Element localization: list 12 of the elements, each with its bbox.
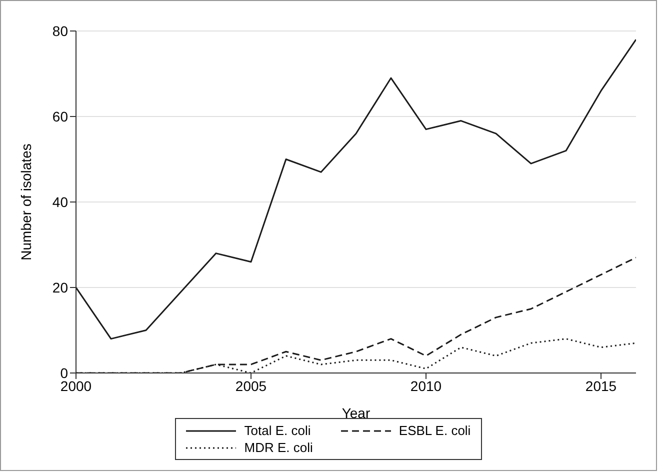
y-tick-label: 60 [52,108,68,124]
x-tick-label: 2005 [235,378,267,394]
legend-label: MDR E. coli [244,440,313,455]
legend-label: ESBL E. coli [398,423,471,438]
y-axis-title: Number of isolates [18,144,34,260]
y-tick-label: 20 [52,279,68,296]
x-tick-label: 2015 [585,378,617,394]
x-tick-label: 2010 [410,378,442,394]
y-tick-label: 40 [52,194,68,210]
y-tick-label: 80 [52,22,68,39]
legend-label: Total E. coli [244,423,311,438]
x-axis-title: Year [342,405,370,421]
